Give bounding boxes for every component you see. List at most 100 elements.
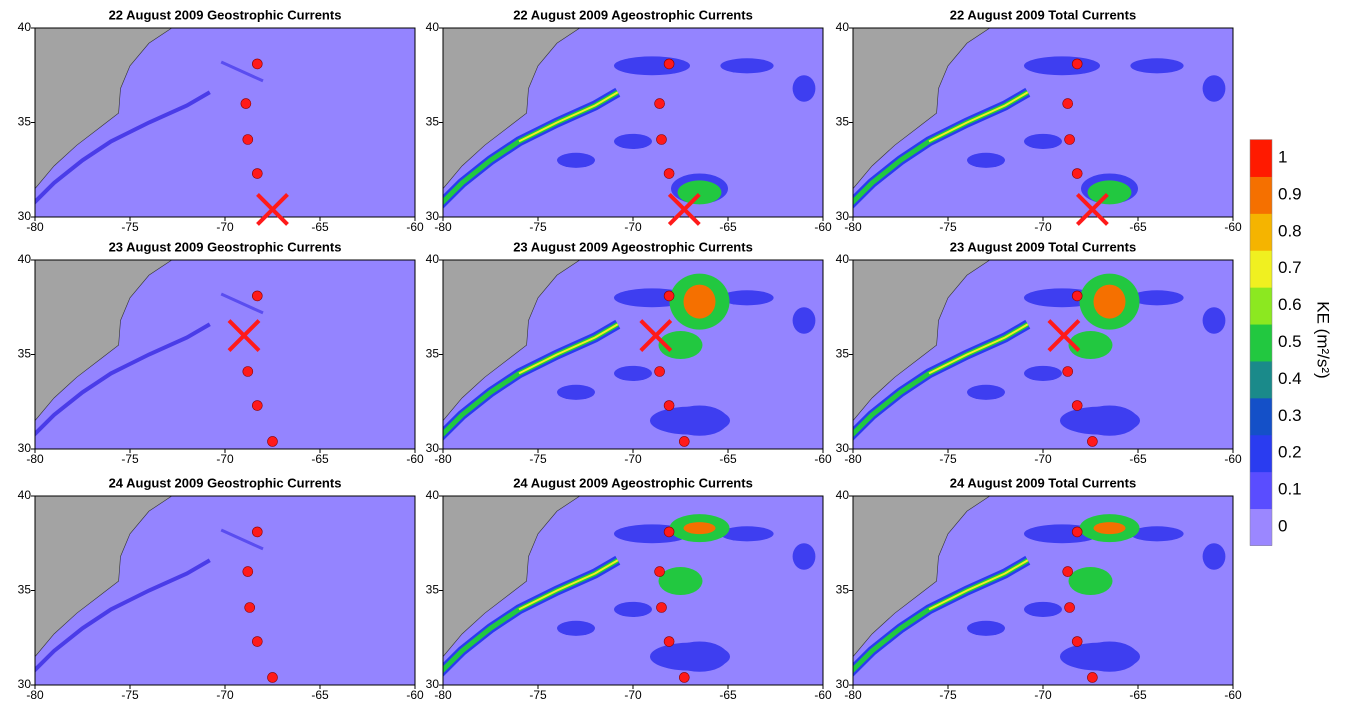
station-point <box>655 367 665 377</box>
colorbar-tick-label: 0.5 <box>1278 332 1302 351</box>
colorbar-tick-label: 0.1 <box>1278 480 1302 499</box>
x-tick-label: -70 <box>624 452 642 466</box>
station-point <box>1072 527 1082 537</box>
x-tick-label: -65 <box>311 220 329 234</box>
y-tick-label: 30 <box>18 209 32 223</box>
station-point <box>243 367 253 377</box>
colorbar-tick-label: 0.2 <box>1278 443 1302 462</box>
x-tick-label: -65 <box>311 688 329 702</box>
colorbar-tick-label: 1 <box>1278 147 1287 166</box>
panel <box>424 24 823 217</box>
panel <box>424 256 823 449</box>
station-point <box>252 527 262 537</box>
panel <box>424 492 823 685</box>
eddy <box>967 153 1005 168</box>
y-tick-label: 40 <box>18 252 32 266</box>
panel <box>16 24 415 217</box>
panel <box>834 492 1233 685</box>
x-tick-label: -60 <box>814 220 832 234</box>
station-point <box>1087 436 1097 446</box>
station-point <box>655 567 665 577</box>
x-tick-label: -60 <box>1224 688 1242 702</box>
y-tick-label: 30 <box>426 677 440 691</box>
station-point <box>1072 291 1082 301</box>
eddy <box>793 543 816 569</box>
station-point <box>268 436 278 446</box>
colorbar-bin <box>1250 176 1272 213</box>
station-point <box>1065 603 1075 613</box>
eddy <box>614 134 652 149</box>
station-point <box>252 59 262 69</box>
panel-title: 24 August 2009 Total Currents <box>950 475 1136 490</box>
x-tick-label: -60 <box>814 452 832 466</box>
y-tick-label: 40 <box>18 488 32 502</box>
station-point <box>664 637 674 647</box>
panel-title: 22 August 2009 Total Currents <box>950 7 1136 22</box>
y-tick-label: 35 <box>836 115 850 129</box>
x-tick-label: -75 <box>121 452 139 466</box>
eddy-core <box>1088 180 1132 204</box>
x-tick-label: -75 <box>939 452 957 466</box>
y-tick-label: 35 <box>426 115 440 129</box>
station-point <box>243 567 253 577</box>
panel <box>16 492 415 685</box>
y-tick-label: 40 <box>836 20 850 34</box>
y-tick-label: 35 <box>426 347 440 361</box>
panel-title: 24 August 2009 Geostrophic Currents <box>109 475 342 490</box>
y-tick-label: 40 <box>426 252 440 266</box>
y-tick-label: 35 <box>836 347 850 361</box>
station-point <box>655 99 665 109</box>
station-point <box>241 99 251 109</box>
colorbar-tick-label: 0.6 <box>1278 295 1302 314</box>
eddy-core <box>1094 285 1126 319</box>
station-point <box>657 603 667 613</box>
x-tick-label: -75 <box>529 220 547 234</box>
eddy <box>1024 56 1100 75</box>
station-point <box>1063 567 1073 577</box>
colorbar-bin <box>1250 361 1272 398</box>
x-tick-label: -75 <box>529 688 547 702</box>
eddy <box>659 567 703 595</box>
panel-title: 23 August 2009 Geostrophic Currents <box>109 239 342 254</box>
colorbar-tick-label: 0.9 <box>1278 184 1302 203</box>
eddy-core <box>684 522 716 534</box>
x-tick-label: -60 <box>406 452 424 466</box>
eddy <box>1203 75 1226 101</box>
station-point <box>664 291 674 301</box>
colorbar-tick-label: 0.4 <box>1278 369 1302 388</box>
eddy <box>720 58 773 73</box>
panel-title: 22 August 2009 Ageostrophic Currents <box>513 7 753 22</box>
panel-title: 23 August 2009 Total Currents <box>950 239 1136 254</box>
eddy <box>1203 307 1226 333</box>
eddy <box>1024 134 1062 149</box>
panel <box>16 256 415 449</box>
y-tick-label: 30 <box>18 677 32 691</box>
colorbar-bin <box>1250 287 1272 324</box>
eddy <box>1203 543 1226 569</box>
station-point <box>1063 99 1073 109</box>
panel-title: 24 August 2009 Ageostrophic Currents <box>513 475 753 490</box>
eddy <box>1060 407 1140 435</box>
station-point <box>664 401 674 411</box>
panel <box>834 256 1233 449</box>
eddy <box>967 385 1005 400</box>
x-tick-label: -75 <box>121 688 139 702</box>
eddy <box>1069 567 1113 595</box>
station-point <box>679 672 689 682</box>
y-tick-label: 30 <box>18 441 32 455</box>
eddy <box>557 621 595 636</box>
eddy <box>650 407 730 435</box>
station-point <box>1072 169 1082 179</box>
y-tick-label: 40 <box>18 20 32 34</box>
x-tick-label: -75 <box>939 220 957 234</box>
x-tick-label: -65 <box>311 452 329 466</box>
x-tick-label: -60 <box>814 688 832 702</box>
eddy <box>967 621 1005 636</box>
colorbar-bin <box>1250 213 1272 250</box>
colorbar-bin <box>1250 250 1272 287</box>
x-tick-label: -70 <box>216 688 234 702</box>
colorbar-bin <box>1250 398 1272 435</box>
station-point <box>1072 59 1082 69</box>
eddy <box>1024 602 1062 617</box>
station-point <box>664 527 674 537</box>
